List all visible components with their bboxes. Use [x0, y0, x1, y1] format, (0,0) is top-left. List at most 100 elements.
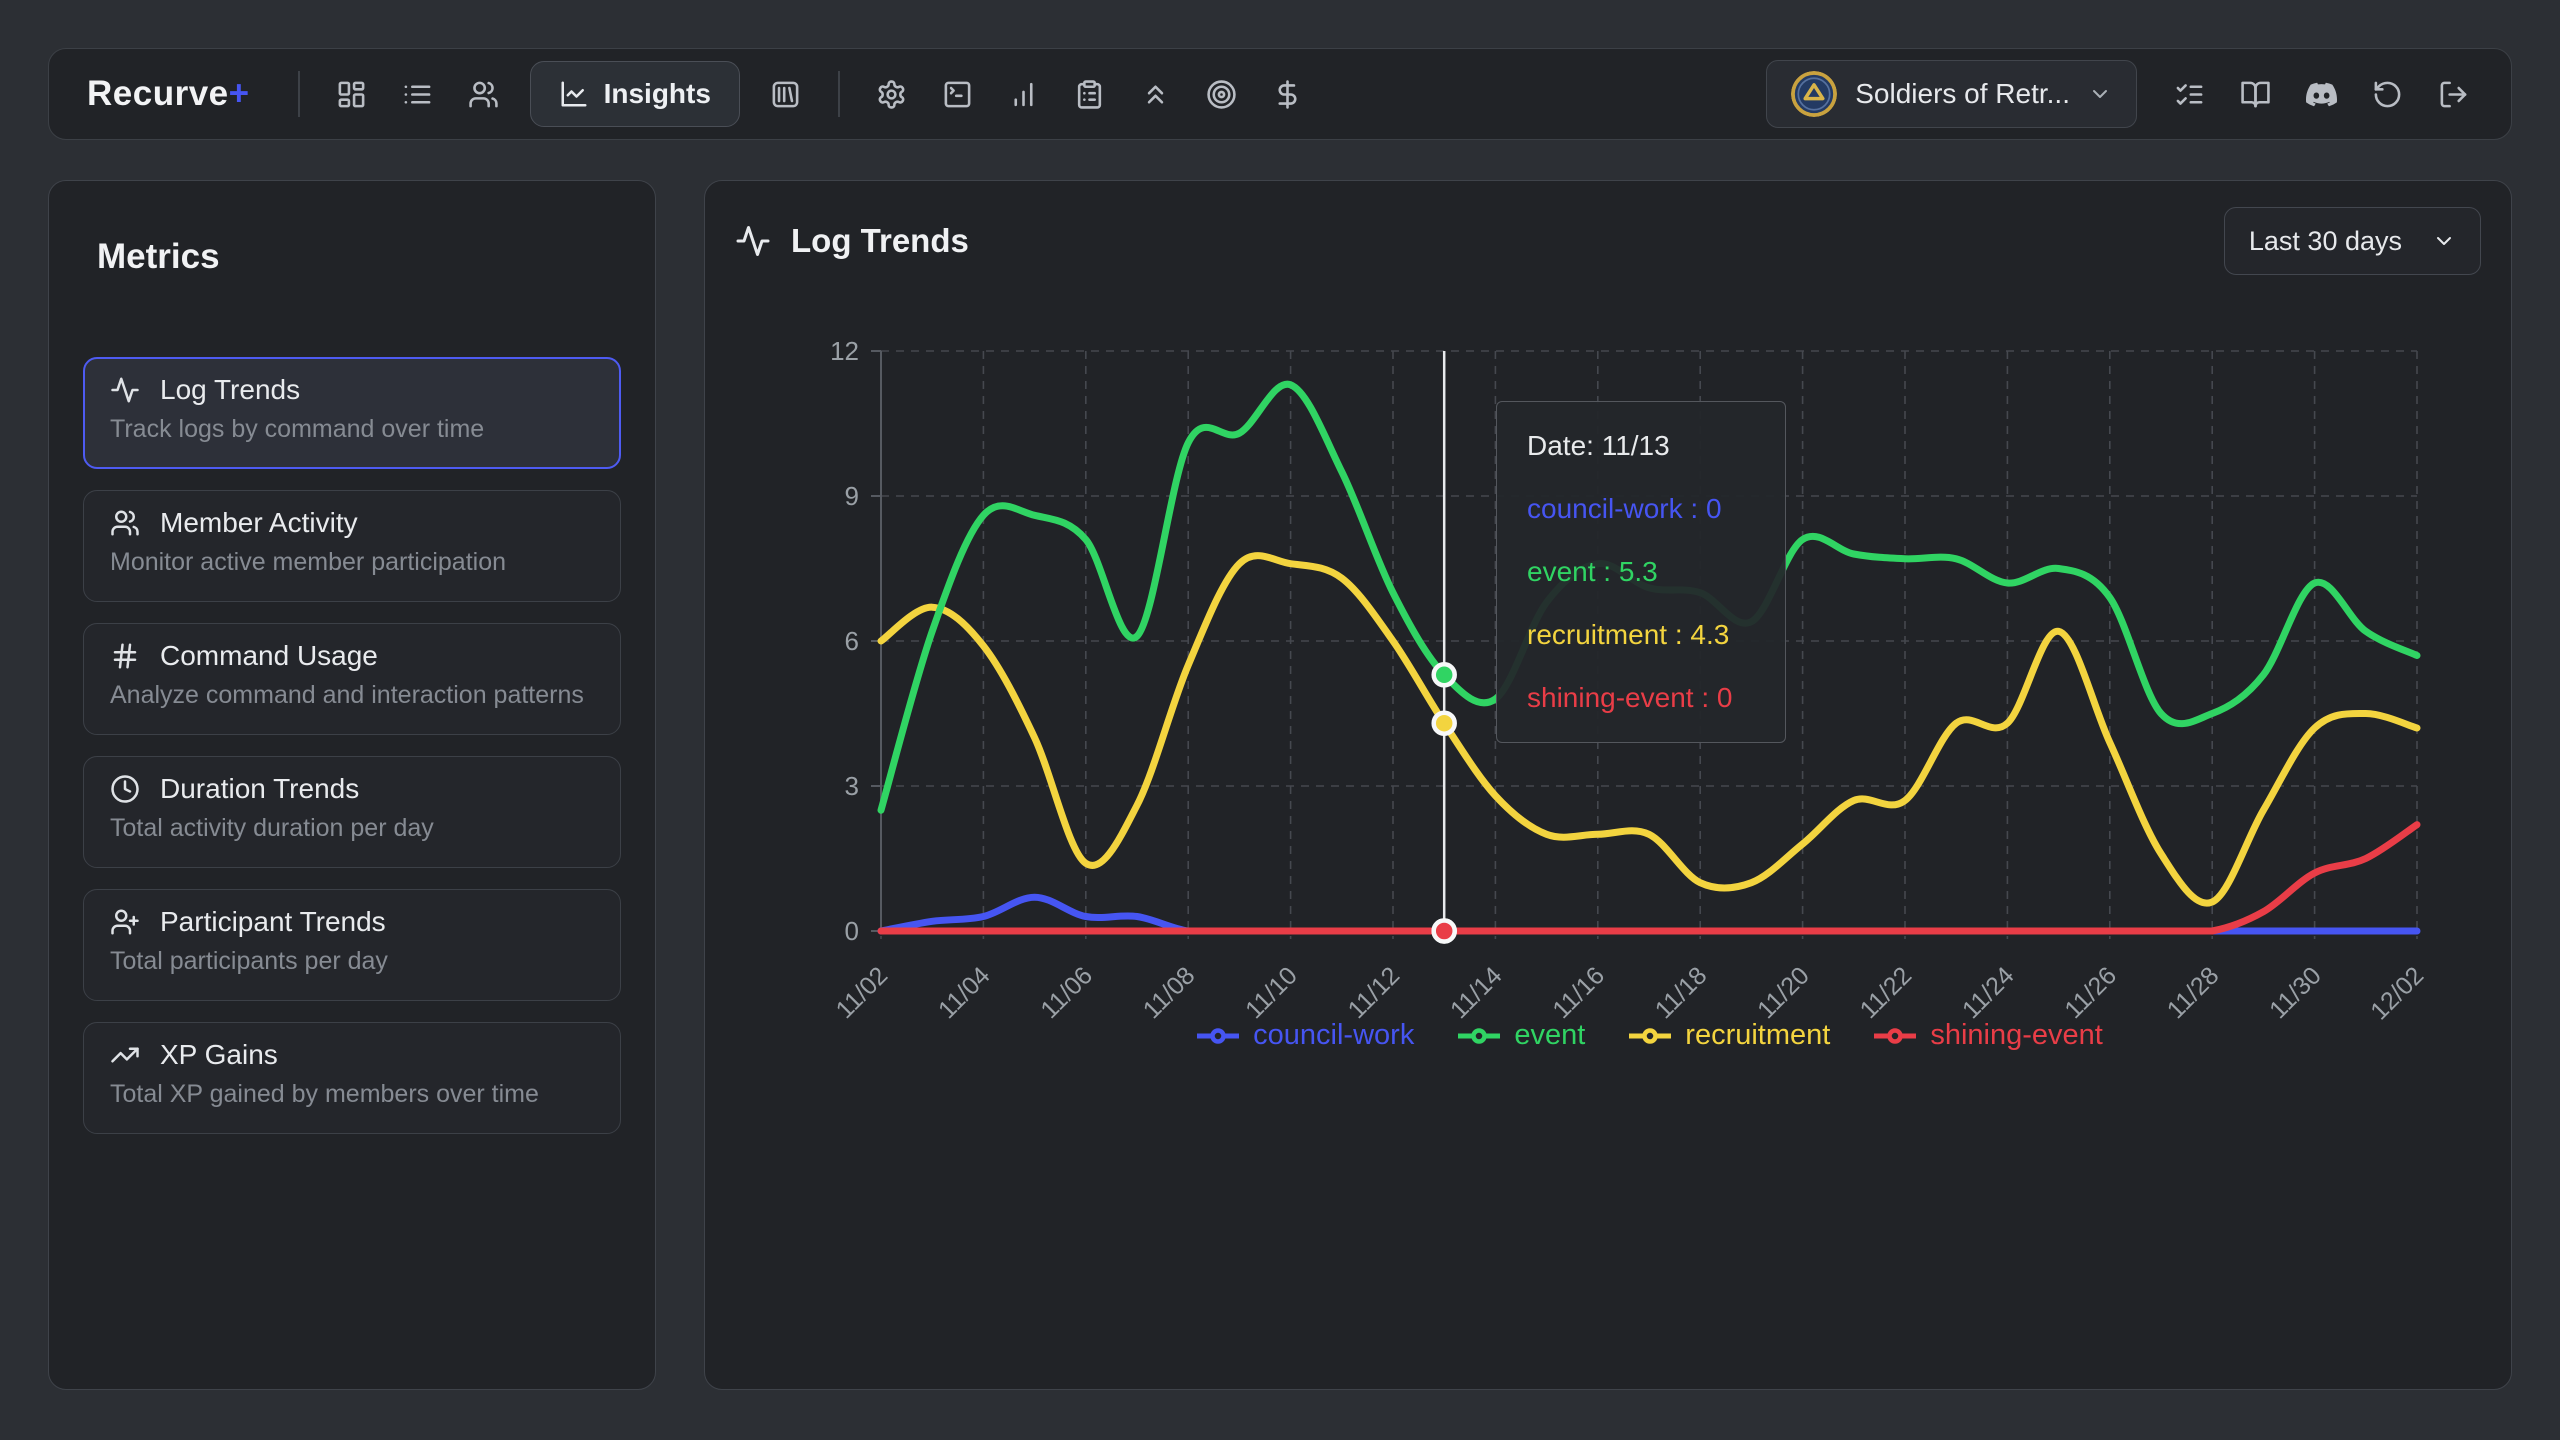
settings-icon [876, 79, 907, 110]
legend-item-event[interactable]: event [1456, 1019, 1585, 1052]
sidebar-item-duration-trends[interactable]: Duration Trends Total activity duration p… [83, 756, 621, 868]
x-axis-label: 11/28 [2162, 961, 2225, 1024]
tooltip-row-council-work: council-work : 0 [1527, 493, 1755, 525]
top-navbar: Recurve+ Insights Soldiers of Retr... [48, 48, 2512, 140]
hover-point-recruitment [1434, 713, 1455, 734]
legend-label: recruitment [1685, 1019, 1830, 1052]
y-axis-label: 6 [845, 626, 859, 656]
metric-subtitle: Total participants per day [110, 947, 596, 976]
list-button[interactable] [390, 66, 446, 122]
book-open-button[interactable] [2227, 66, 2283, 122]
x-axis-label: 11/10 [1240, 961, 1303, 1024]
server-selector[interactable]: Soldiers of Retr... [1766, 60, 2137, 128]
y-axis-label: 3 [845, 771, 859, 801]
metric-title: Duration Trends [160, 773, 359, 805]
tooltip-row-recruitment: recruitment : 4.3 [1527, 619, 1755, 651]
legend-marker-icon [1195, 1027, 1241, 1045]
chevrons-up-button[interactable] [1128, 66, 1184, 122]
list-icon [402, 79, 433, 110]
x-axis-label: 11/06 [1035, 961, 1098, 1024]
chevron-down-icon [2088, 82, 2112, 106]
user-plus-icon [110, 907, 140, 937]
nav-tool-icons [864, 66, 1316, 122]
logo-text: Recurve [87, 74, 229, 113]
x-axis-label: 11/16 [1547, 961, 1610, 1024]
hover-point-shining-event [1434, 921, 1455, 942]
x-axis-label: 12/02 [2365, 961, 2429, 1025]
legend-label: council-work [1253, 1019, 1414, 1052]
x-axis-label: 11/08 [1138, 961, 1201, 1024]
app-logo[interactable]: Recurve+ [87, 74, 250, 114]
x-axis-label: 11/24 [1957, 961, 2020, 1024]
sidebar-item-command-usage[interactable]: Command UsageAnalyze command and interac… [83, 623, 621, 735]
legend-item-shining-event[interactable]: shining-event [1872, 1019, 2103, 1052]
dollar-sign-button[interactable] [1260, 66, 1316, 122]
series-line-council-work [881, 897, 2417, 931]
navbar-divider [838, 71, 840, 117]
nav-mid-icons [758, 66, 814, 122]
users-button[interactable] [456, 66, 512, 122]
terminal-button[interactable] [930, 66, 986, 122]
clipboard-list-button[interactable] [1062, 66, 1118, 122]
x-axis-label: 11/12 [1343, 961, 1406, 1024]
chart-area: 03691211/0211/0411/0611/0811/1011/1211/1… [705, 181, 2511, 1389]
metric-subtitle: Track logs by command over time [110, 415, 596, 444]
bar-chart-button[interactable] [996, 66, 1052, 122]
legend-marker-icon [1872, 1027, 1918, 1045]
server-avatar-icon [1791, 71, 1837, 117]
clipboard-list-icon [1074, 79, 1105, 110]
list-checks-icon [2174, 79, 2205, 110]
metric-title: Participant Trends [160, 906, 386, 938]
terminal-icon [942, 79, 973, 110]
sidebar-item-participant-trends[interactable]: Participant Trends Total participants per… [83, 889, 621, 1001]
tooltip-row-event: event : 5.3 [1527, 556, 1755, 588]
book-open-icon [2240, 79, 2271, 110]
metrics-sidebar: Metrics Log TrendsTrack logs by command … [48, 180, 656, 1390]
trending-up-icon [110, 1040, 140, 1070]
tab-insights[interactable]: Insights [530, 61, 740, 127]
log-out-button[interactable] [2425, 66, 2481, 122]
legend-item-recruitment[interactable]: recruitment [1627, 1019, 1830, 1052]
metric-title: Command Usage [160, 640, 378, 672]
x-axis-label: 11/20 [1752, 961, 1815, 1024]
page-background: Recurve+ Insights Soldiers of Retr... Me… [0, 0, 2560, 1440]
discord-button[interactable] [2293, 66, 2349, 122]
tooltip-date: Date: 11/13 [1527, 430, 1755, 462]
dollar-sign-icon [1272, 79, 1303, 110]
sidebar-item-log-trends[interactable]: Log TrendsTrack logs by command over tim… [83, 357, 621, 469]
tab-insights-label: Insights [604, 78, 711, 110]
chart-legend: council-work event recruitment shining-even… [881, 1019, 2417, 1052]
library-button[interactable] [758, 66, 814, 122]
sidebar-item-xp-gains[interactable]: XP GainsTotal XP gained by members over … [83, 1022, 621, 1134]
log-trends-chart[interactable]: 03691211/0211/0411/0611/0811/1011/1211/1… [705, 181, 2513, 1385]
legend-item-council-work[interactable]: council-work [1195, 1019, 1414, 1052]
rotate-ccw-icon [2372, 79, 2403, 110]
nav-left-icons [324, 66, 512, 122]
tooltip-row-shining-event: shining-event : 0 [1527, 682, 1755, 714]
legend-label: shining-event [1930, 1019, 2103, 1052]
x-axis-label: 11/14 [1445, 961, 1508, 1024]
metric-subtitle: Total activity duration per day [110, 814, 596, 843]
list-checks-button[interactable] [2161, 66, 2217, 122]
target-button[interactable] [1194, 66, 1250, 122]
log-out-icon [2438, 79, 2469, 110]
x-axis-label: 11/22 [1855, 961, 1918, 1024]
metric-title: Member Activity [160, 507, 358, 539]
server-name: Soldiers of Retr... [1855, 78, 2070, 110]
sidebar-title: Metrics [97, 237, 621, 277]
y-axis-label: 0 [845, 916, 859, 946]
metric-subtitle: Monitor active member participation [110, 548, 596, 577]
legend-marker-icon [1456, 1027, 1502, 1045]
nav-right-icons [2161, 66, 2481, 122]
metrics-list: Log TrendsTrack logs by command over tim… [83, 357, 621, 1134]
rotate-ccw-button[interactable] [2359, 66, 2415, 122]
chevrons-up-icon [1140, 79, 1171, 110]
bar-chart-icon [1008, 79, 1039, 110]
y-axis-label: 12 [830, 336, 859, 366]
sidebar-item-member-activity[interactable]: Member Activity Monitor active member par… [83, 490, 621, 602]
legend-marker-icon [1627, 1027, 1673, 1045]
layout-dashboard-button[interactable] [324, 66, 380, 122]
metric-title: XP Gains [160, 1039, 278, 1071]
settings-button[interactable] [864, 66, 920, 122]
x-axis-label: 11/04 [933, 961, 996, 1024]
